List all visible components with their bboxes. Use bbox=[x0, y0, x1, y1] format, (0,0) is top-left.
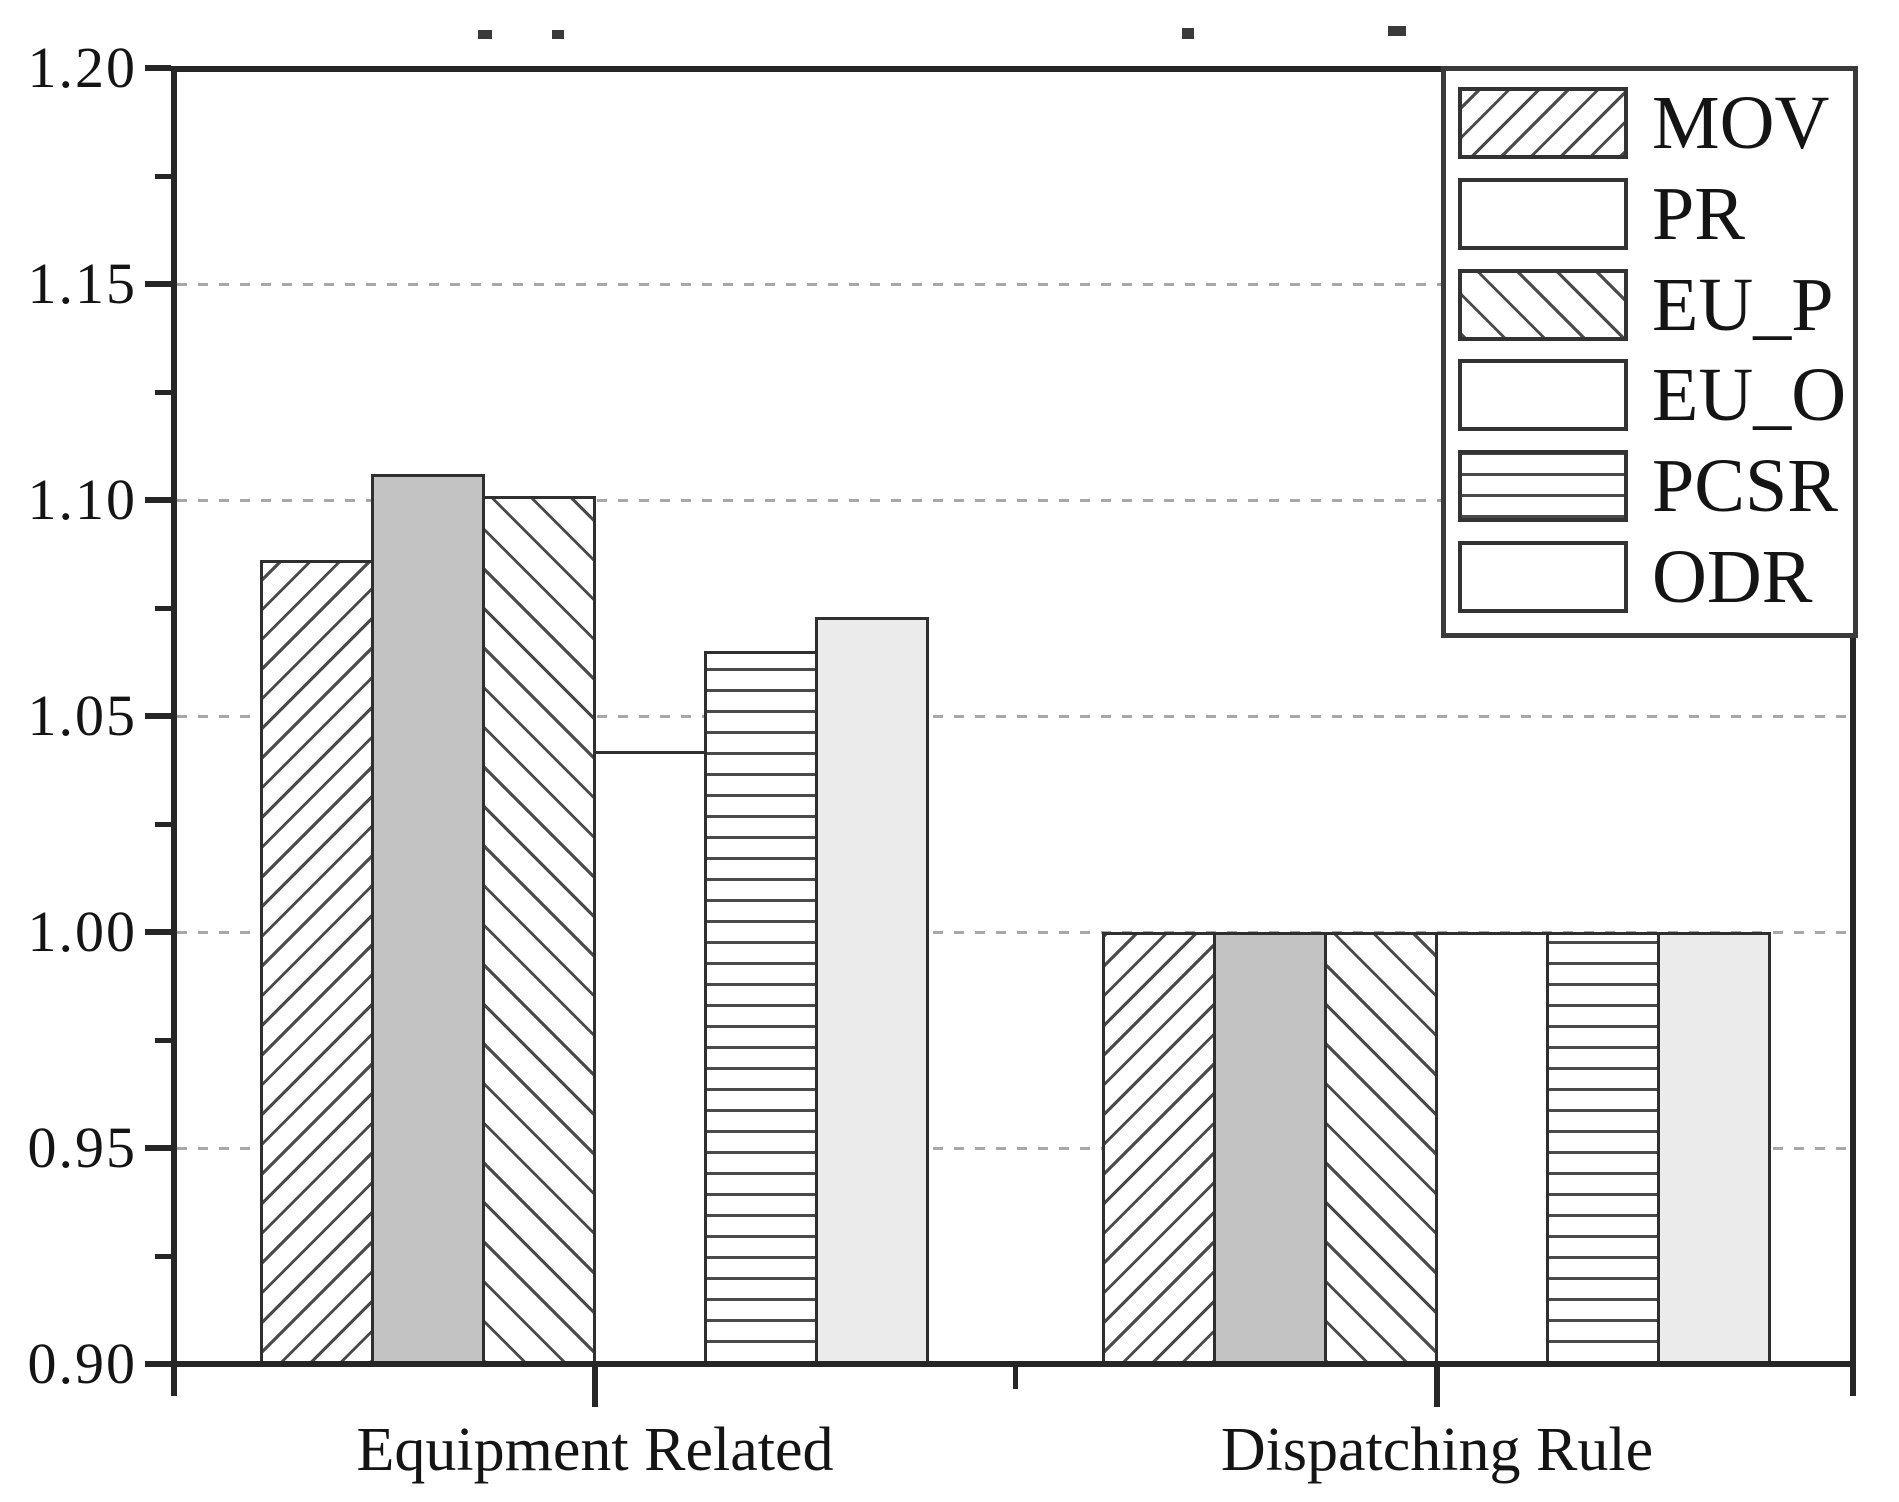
legend-label: PR bbox=[1652, 171, 1745, 256]
bar-MOV-group2 bbox=[1102, 932, 1216, 1367]
y-major-tick-0.90 bbox=[145, 1361, 171, 1367]
y-major-tick-1.15 bbox=[145, 281, 171, 287]
y-tick-label: 1.10 bbox=[27, 467, 137, 532]
gridline-1.10 bbox=[177, 499, 1849, 502]
legend-swatch-light-gray-icon bbox=[1458, 540, 1628, 613]
cropped-title-fragment bbox=[1182, 28, 1194, 39]
bar-PCSR-group2 bbox=[1546, 932, 1660, 1367]
legend: MOV PR EU_P EU_O PCSR ODR bbox=[1441, 66, 1858, 638]
legend-label: PCSR bbox=[1652, 444, 1838, 529]
y-minor-tick bbox=[155, 174, 171, 179]
bar-EU_O-group2 bbox=[1435, 932, 1549, 1367]
plot-top-border bbox=[171, 66, 1856, 72]
x-category-label: Dispatching Rule bbox=[1220, 1416, 1654, 1484]
bar-EU_P-group1 bbox=[482, 496, 596, 1367]
y-minor-tick bbox=[155, 606, 171, 611]
gridline-1.05 bbox=[177, 715, 1849, 718]
gridline-1.00 bbox=[177, 931, 1849, 934]
bar-PR-group2 bbox=[1213, 932, 1327, 1367]
bar-EU_P-group2 bbox=[1324, 932, 1438, 1367]
gridline-0.95 bbox=[177, 1147, 1849, 1150]
legend-rows: MOV PR EU_P EU_O PCSR ODR bbox=[1446, 71, 1853, 633]
legend-label: ODR bbox=[1652, 534, 1813, 619]
bar-EU_O-group1 bbox=[593, 751, 707, 1367]
y-tick-label: 0.95 bbox=[27, 1115, 137, 1180]
y-minor-tick bbox=[155, 1038, 171, 1043]
y-major-tick-1.20 bbox=[145, 65, 171, 71]
cropped-title-fragment bbox=[1388, 26, 1406, 36]
legend-swatch-plain-white-icon bbox=[1458, 359, 1628, 432]
y-tick-label: 1.15 bbox=[27, 251, 137, 316]
x-axis-line bbox=[171, 1361, 1856, 1367]
cropped-title-fragment bbox=[552, 30, 564, 39]
legend-row-EU_O: EU_O bbox=[1458, 353, 1847, 438]
y-major-tick-1.00 bbox=[145, 929, 171, 935]
y-tick-label: 1.00 bbox=[27, 899, 137, 964]
cropped-title-fragment bbox=[478, 30, 492, 39]
x-category-label: Equipment Related bbox=[356, 1416, 834, 1484]
legend-swatch-diag-backward-icon bbox=[1458, 268, 1628, 341]
y-major-tick-1.05 bbox=[145, 713, 171, 719]
y-tick-label: 1.05 bbox=[27, 683, 137, 748]
y-axis-line bbox=[171, 66, 177, 1396]
legend-swatch-diag-forward-icon bbox=[1458, 87, 1628, 159]
y-tick-label: 1.20 bbox=[27, 35, 137, 100]
legend-label: EU_P bbox=[1652, 262, 1834, 347]
x-major-tick-group2 bbox=[1434, 1367, 1440, 1407]
y-major-tick-0.95 bbox=[145, 1145, 171, 1151]
bar-PCSR-group1 bbox=[704, 651, 818, 1367]
x-minor-tick-between-groups bbox=[1013, 1367, 1018, 1389]
x-major-tick-group1 bbox=[592, 1367, 598, 1407]
y-tick-label: 0.90 bbox=[27, 1331, 137, 1396]
legend-row-EU_P: EU_P bbox=[1458, 267, 1845, 343]
legend-swatch-horizontal-lines-icon bbox=[1458, 450, 1628, 523]
legend-row-PCSR: PCSR bbox=[1458, 448, 1845, 524]
bar-MOV-group1 bbox=[260, 560, 374, 1367]
legend-label: MOV bbox=[1652, 81, 1830, 165]
legend-swatch-solid-gray-icon bbox=[1458, 177, 1628, 250]
y-minor-tick bbox=[155, 390, 171, 395]
bar-PR-group1 bbox=[371, 474, 485, 1367]
legend-row-ODR: ODR bbox=[1458, 539, 1845, 615]
gridline-1.15 bbox=[177, 283, 1849, 286]
bar-ODR-group2 bbox=[1657, 932, 1771, 1367]
y-major-tick-1.10 bbox=[145, 497, 171, 503]
legend-label: EU_O bbox=[1652, 353, 1847, 438]
legend-row-PR: PR bbox=[1458, 176, 1845, 252]
y-minor-tick bbox=[155, 822, 171, 827]
bar-ODR-group1 bbox=[815, 617, 929, 1367]
y-minor-tick bbox=[155, 1254, 171, 1259]
legend-row-MOV: MOV bbox=[1458, 85, 1845, 161]
plot-right-border bbox=[1850, 66, 1856, 1396]
